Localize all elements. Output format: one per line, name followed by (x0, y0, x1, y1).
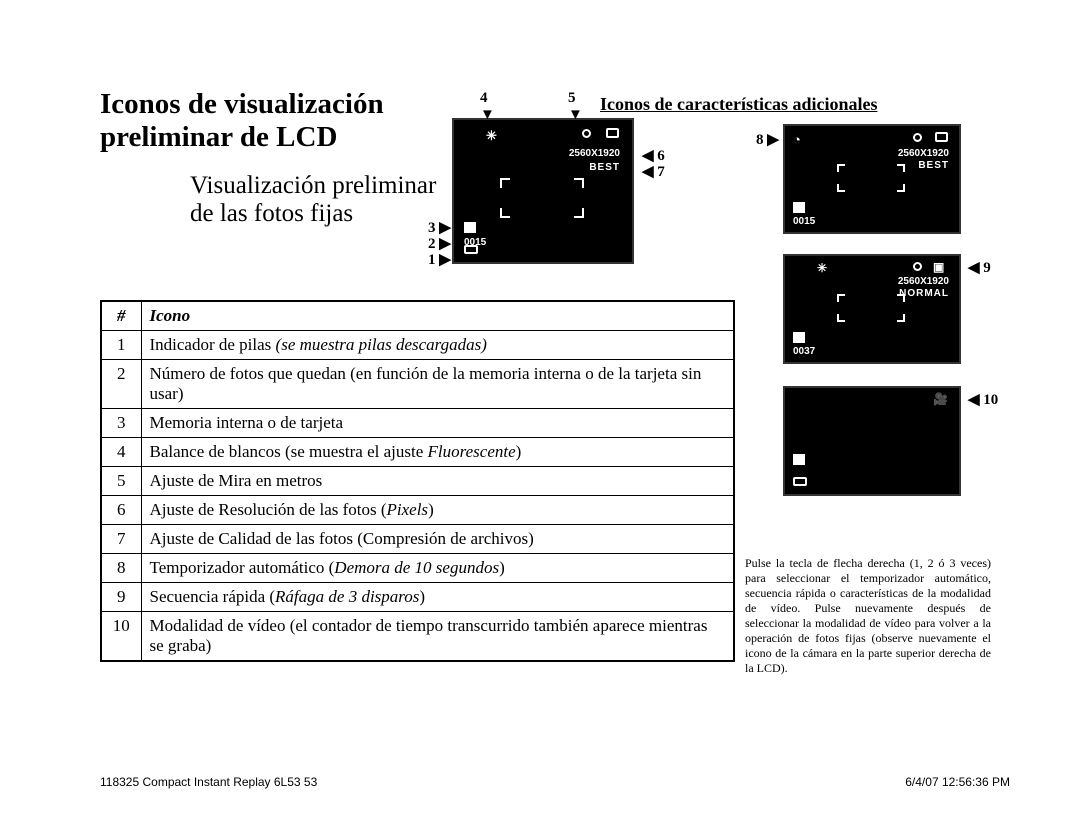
focus-tl (837, 294, 845, 302)
lcd-video: 🎥 (783, 386, 961, 496)
table-row: 10Modalidad de vídeo (el contador de tie… (101, 612, 734, 662)
camera-icon (606, 128, 619, 138)
memory-icon (793, 454, 805, 465)
burst-icon: ▣ (933, 260, 944, 274)
row-text: Secuencia rápida (Ráfaga de 3 disparos) (141, 583, 734, 612)
focus-br-tr (574, 178, 584, 188)
row-text: Número de fotos que quedan (en función d… (141, 360, 734, 409)
right-note: Pulse la tecla de flecha derecha (1, 2 ó… (745, 556, 991, 676)
quality: BEST (589, 162, 620, 173)
table-row: 3Memoria interna o de tarjeta (101, 409, 734, 438)
focus-bl (837, 314, 845, 322)
col-icon: Icono (141, 301, 734, 331)
row-num: 2 (101, 360, 141, 409)
quality: BEST (918, 160, 949, 171)
row-text: Indicador de pilas (se muestra pilas des… (141, 331, 734, 360)
memory-icon (793, 332, 805, 343)
lcd-main: ✳ 2560X1920 BEST 0015 (452, 118, 634, 264)
callout-9: ◀ 9 (968, 258, 991, 277)
wb-icon: ✳ (486, 128, 497, 144)
focus-br (897, 184, 905, 192)
focus-br-br (574, 208, 584, 218)
page-title: Iconos de visualización preliminar de LC… (100, 88, 450, 155)
focus-tr (897, 294, 905, 302)
callout-10: ◀ 10 (968, 390, 998, 409)
table-row: 2Número de fotos que quedan (en función … (101, 360, 734, 409)
memory-icon (464, 222, 476, 233)
row-text: Memoria interna o de tarjeta (141, 409, 734, 438)
table-row: 6Ajuste de Resolución de las fotos (Pixe… (101, 496, 734, 525)
memory-icon (793, 202, 805, 213)
row-text: Temporizador automático (Demora de 10 se… (141, 554, 734, 583)
footer-right: 6/4/07 12:56:36 PM (905, 775, 1010, 789)
focus-br-tl (500, 178, 510, 188)
timer-icon: ◔ (793, 132, 801, 147)
row-text: Ajuste de Calidad de las fotos (Compresi… (141, 525, 734, 554)
focus-br-bl (500, 208, 510, 218)
row-text: Modalidad de vídeo (el contador de tiemp… (141, 612, 734, 662)
count: 0037 (793, 346, 815, 357)
focus-tl (837, 164, 845, 172)
wb-icon: ✳ (817, 261, 827, 275)
focus-bl (837, 184, 845, 192)
row-num: 9 (101, 583, 141, 612)
row-num: 4 (101, 438, 141, 467)
page-subtitle: Visualización preliminar de las fotos fi… (190, 172, 460, 227)
row-num: 1 (101, 331, 141, 360)
callout-7: ◀ 7 (642, 162, 665, 181)
row-text: Ajuste de Resolución de las fotos (Pixel… (141, 496, 734, 525)
row-num: 8 (101, 554, 141, 583)
table-row: 9Secuencia rápida (Ráfaga de 3 disparos) (101, 583, 734, 612)
callout-1: 1 ▶ (428, 250, 451, 269)
quality: NORMAL (899, 288, 949, 299)
table-row: 4Balance de blancos (se muestra el ajust… (101, 438, 734, 467)
row-num: 5 (101, 467, 141, 496)
resolution: 2560X1920 (569, 148, 620, 159)
right-heading: Iconos de características adicionales (600, 94, 877, 115)
table-row: 7Ajuste de Calidad de las fotos (Compres… (101, 525, 734, 554)
row-num: 10 (101, 612, 141, 662)
lcd-timer: ◔ 2560X1920 BEST 0015 (783, 124, 961, 234)
icon-table: # Icono 1Indicador de pilas (se muestra … (100, 300, 735, 662)
row-num: 7 (101, 525, 141, 554)
focus-tr (897, 164, 905, 172)
callout-5: 5▼ (568, 90, 583, 124)
battery-icon (464, 245, 478, 254)
table-row: 5Ajuste de Mira en metros (101, 467, 734, 496)
count: 0015 (793, 216, 815, 227)
row-num: 6 (101, 496, 141, 525)
rec-icon (913, 133, 922, 142)
table-row: 1Indicador de pilas (se muestra pilas de… (101, 331, 734, 360)
lcd-burst: ✳ ▣ 2560X1920 NORMAL 0037 (783, 254, 961, 364)
row-text: Balance de blancos (se muestra el ajuste… (141, 438, 734, 467)
row-num: 3 (101, 409, 141, 438)
rec-icon (913, 262, 922, 271)
rec-icon (582, 129, 591, 138)
callout-4: 4▼ (480, 90, 495, 124)
row-text: Ajuste de Mira en metros (141, 467, 734, 496)
footer-left: 118325 Compact Instant Replay 6L53 53 (100, 775, 317, 789)
focus-br (897, 314, 905, 322)
callout-8: 8 ▶ (756, 130, 779, 149)
col-num: # (101, 301, 141, 331)
resolution: 2560X1920 (898, 148, 949, 159)
video-icon: 🎥 (933, 392, 948, 406)
battery-icon (793, 477, 807, 486)
table-row: 8Temporizador automático (Demora de 10 s… (101, 554, 734, 583)
camera-icon (935, 132, 948, 142)
resolution: 2560X1920 (898, 276, 949, 287)
